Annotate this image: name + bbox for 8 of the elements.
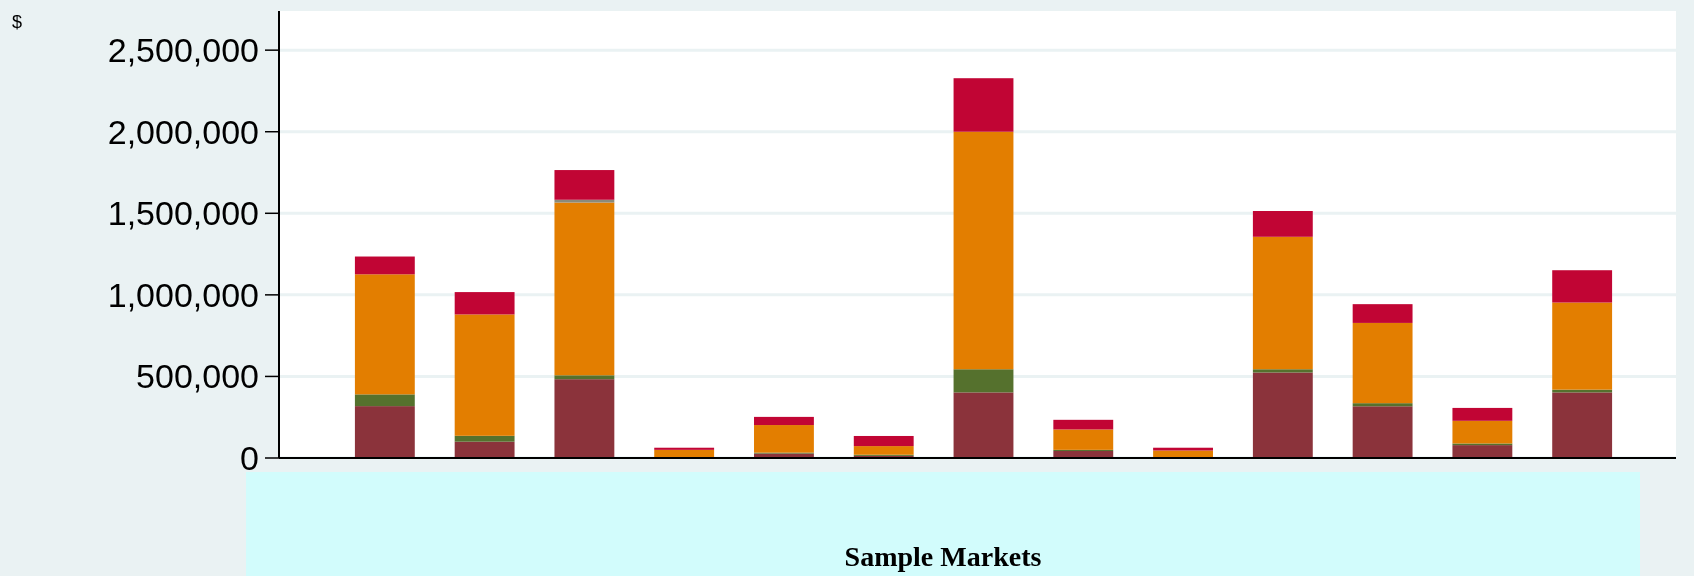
y-tick-label: 500,000 — [136, 357, 259, 396]
y-axis-title: $ — [12, 12, 23, 32]
y-tick-label: 2,500,000 — [107, 31, 259, 70]
y-tick-label: 2,000,000 — [107, 112, 259, 151]
y-tick-label: 0 — [240, 438, 259, 477]
y-tick-label: 1,000,000 — [107, 275, 259, 314]
y-tick-label: 1,500,000 — [107, 194, 259, 233]
x-axis-title: Sample Markets — [844, 541, 1042, 572]
